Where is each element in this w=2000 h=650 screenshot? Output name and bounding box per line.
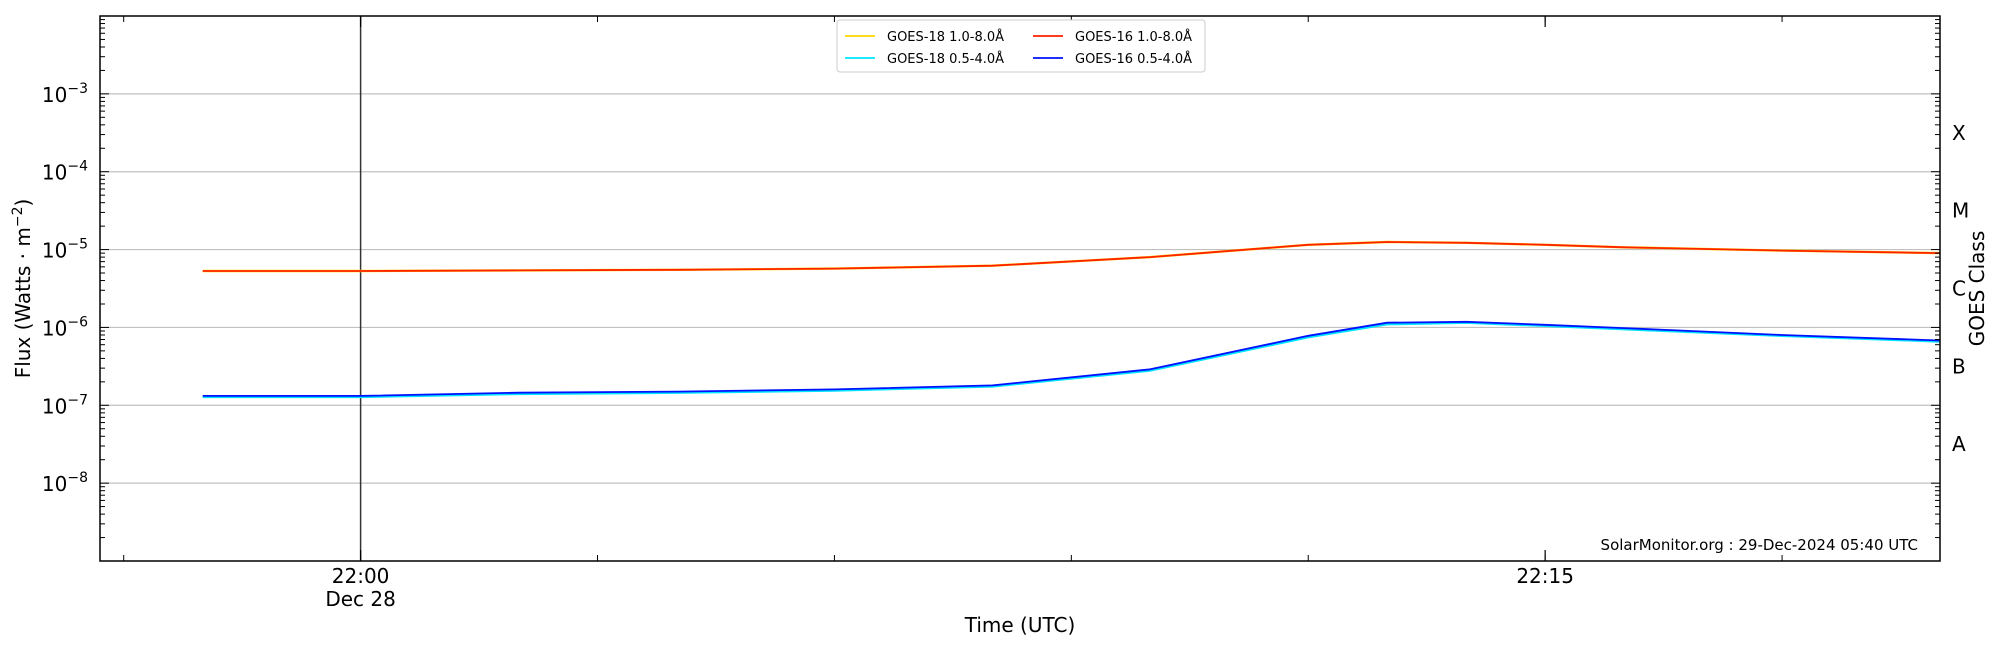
- major-time-lines: [359, 16, 362, 561]
- y-tick-label: 10−3: [42, 81, 88, 107]
- y-tick-label: 10−6: [42, 314, 88, 340]
- legend-box: [836, 19, 1206, 73]
- legend-label: GOES-18 0.5-4.0Å: [887, 51, 1004, 67]
- tick-marks: [100, 16, 1940, 562]
- series-layer: [202, 240, 1940, 399]
- goes-class-label: B: [1952, 354, 1966, 378]
- y-tick-label: 10−8: [42, 470, 88, 496]
- legend-label: GOES-16 1.0-8.0Å: [1075, 29, 1192, 45]
- y-axis-title: Flux (Watts · m−2): [10, 199, 35, 379]
- series-line-goes-16-1-0-8-0-: [202, 241, 1940, 272]
- legend-label: GOES-18 1.0-8.0Å: [887, 29, 1004, 45]
- y-tick-label: 10−5: [42, 237, 88, 263]
- grid-layer: [100, 93, 1940, 484]
- y-tick-label: 10−7: [42, 392, 88, 418]
- credit-text: SolarMonitor.org : 29-Dec-2024 05:40 UTC: [1601, 536, 1918, 554]
- goes-class-axis-title: GOES Class: [1965, 231, 1989, 347]
- goes-class-label: X: [1952, 121, 1966, 145]
- x-tick-label-time: 22:15: [1516, 564, 1574, 588]
- legend-label: GOES-16 0.5-4.0Å: [1075, 51, 1192, 67]
- goes-class-label: C: [1952, 277, 1966, 301]
- series-line-goes-16-0-5-4-0-: [202, 320, 1940, 397]
- legend: GOES-18 1.0-8.0Å GOES-18 0.5-4.0Å GOES-16 …: [836, 19, 1206, 73]
- series-line-goes-18-1-0-8-0-: [202, 240, 1940, 273]
- x-tick-label-date: Dec 28: [325, 587, 396, 611]
- x-axis-title: Time (UTC): [964, 613, 1076, 637]
- plot-frame: [99, 15, 1941, 562]
- goes-class-label: A: [1952, 432, 1966, 456]
- y-tick-label: 10−4: [42, 159, 88, 185]
- x-tick-label-time: 22:00: [332, 564, 390, 588]
- series-line-goes-18-0-5-4-0-: [202, 321, 1940, 399]
- goes-class-label: M: [1952, 199, 1969, 223]
